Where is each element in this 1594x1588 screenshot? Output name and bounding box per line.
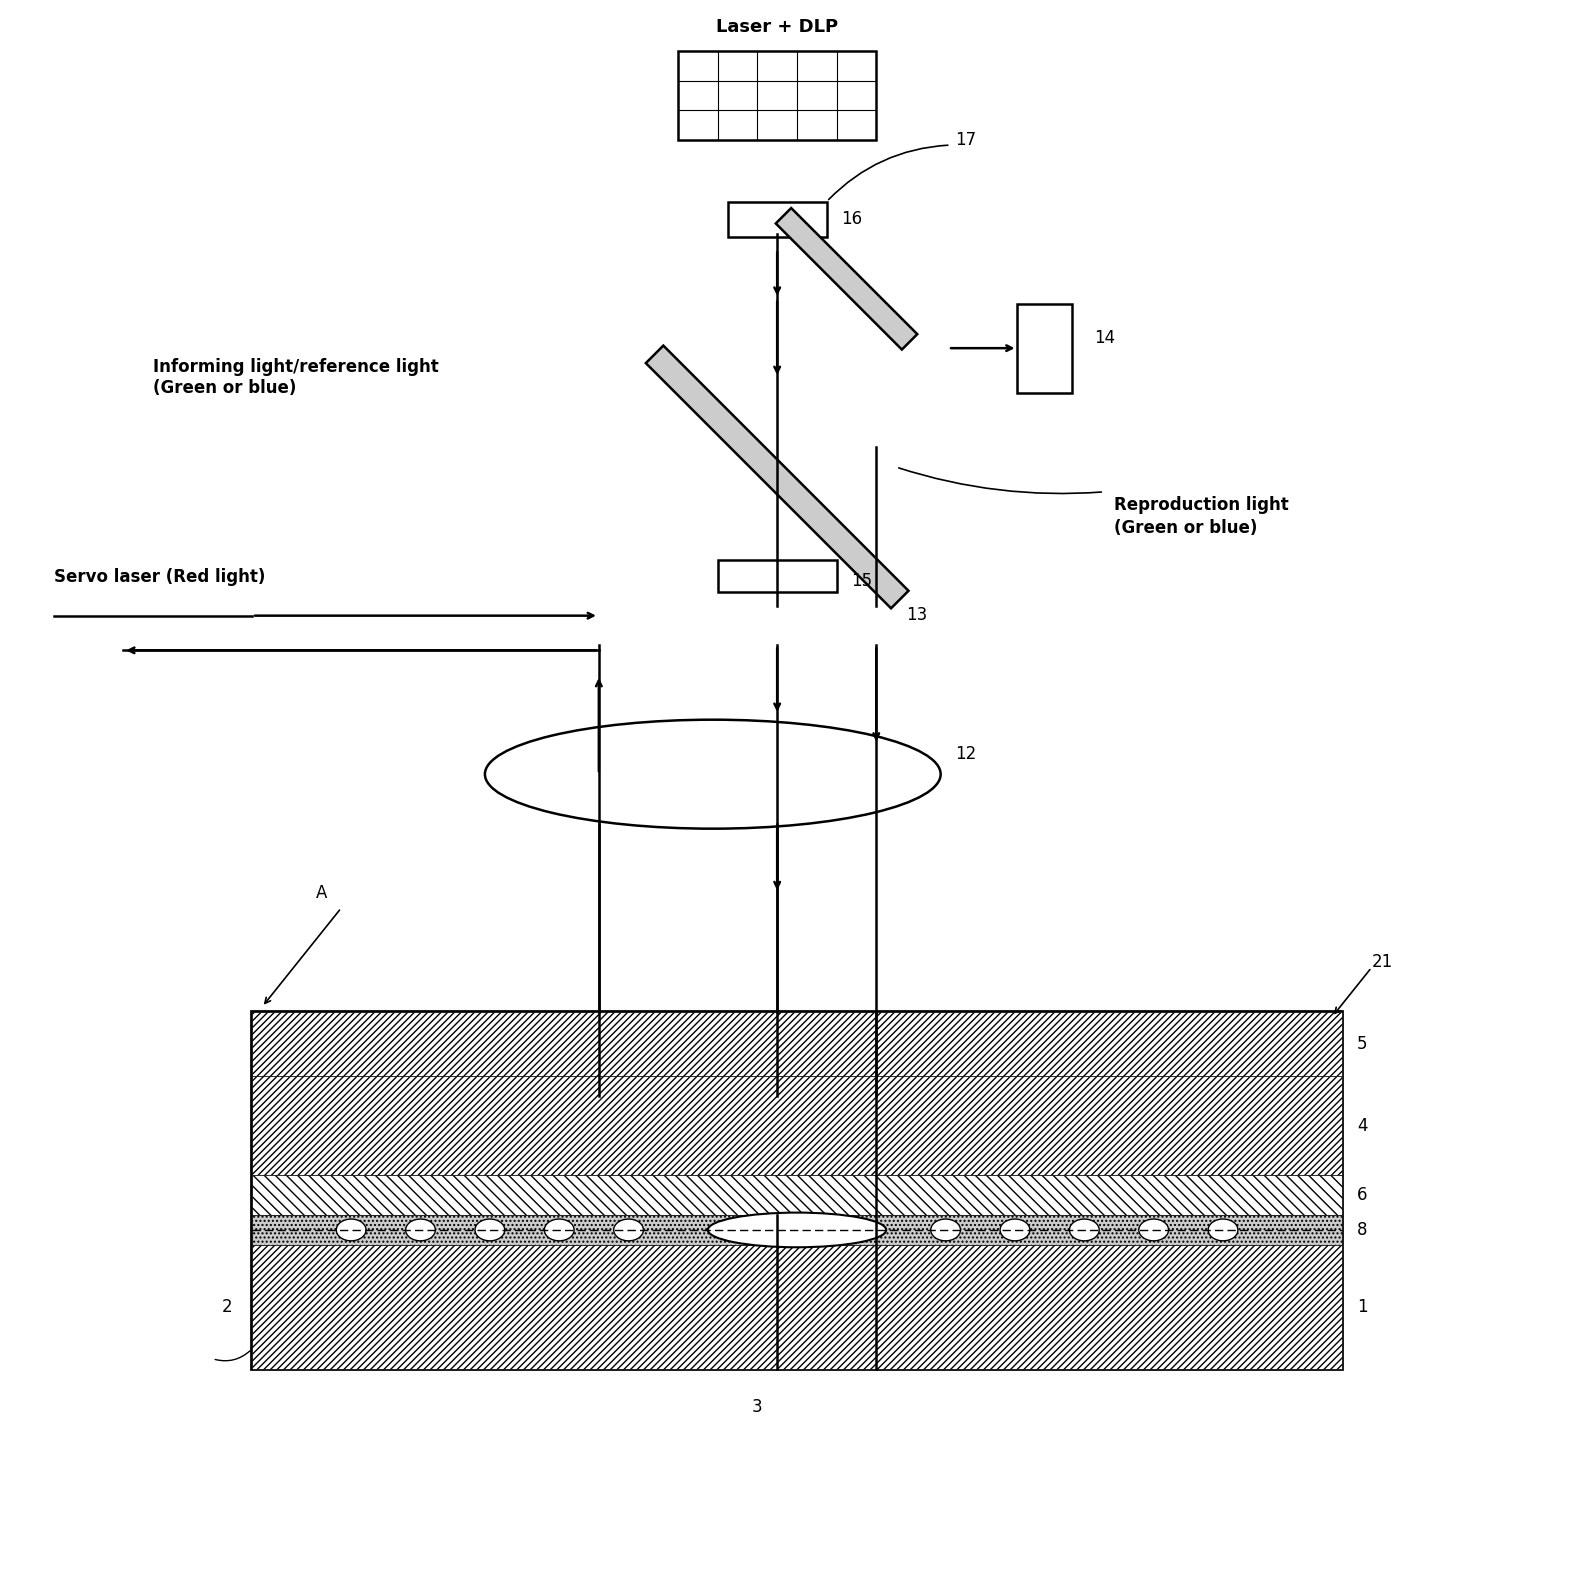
Ellipse shape xyxy=(999,1220,1030,1240)
Ellipse shape xyxy=(485,719,940,829)
Ellipse shape xyxy=(708,1213,886,1247)
Ellipse shape xyxy=(545,1220,574,1240)
Text: 5: 5 xyxy=(1356,1035,1368,1053)
Bar xyxy=(252,1245,1342,1369)
Text: 16: 16 xyxy=(842,210,862,229)
Bar xyxy=(252,1175,1342,1215)
Text: 6: 6 xyxy=(1356,1186,1368,1204)
Bar xyxy=(1017,303,1071,392)
Text: 13: 13 xyxy=(905,605,928,624)
Ellipse shape xyxy=(1070,1220,1100,1240)
Bar xyxy=(727,202,827,237)
Text: 4: 4 xyxy=(1356,1116,1368,1135)
Bar xyxy=(717,561,837,592)
Ellipse shape xyxy=(405,1220,435,1240)
Text: Servo laser (Red light): Servo laser (Red light) xyxy=(54,569,265,586)
Text: 17: 17 xyxy=(955,132,977,149)
Text: Laser + DLP: Laser + DLP xyxy=(716,17,838,37)
Text: Informing light/reference light
(Green or blue): Informing light/reference light (Green o… xyxy=(153,359,438,397)
Text: 21: 21 xyxy=(1372,953,1393,972)
Ellipse shape xyxy=(1138,1220,1168,1240)
Ellipse shape xyxy=(475,1220,505,1240)
Text: 2: 2 xyxy=(222,1297,233,1316)
Text: 1: 1 xyxy=(1356,1297,1368,1316)
Ellipse shape xyxy=(1208,1220,1239,1240)
Text: 15: 15 xyxy=(851,572,872,591)
Text: A: A xyxy=(316,885,327,902)
Bar xyxy=(252,1215,1342,1245)
Polygon shape xyxy=(646,346,909,608)
Bar xyxy=(252,1012,1342,1369)
Bar xyxy=(252,1077,1342,1175)
Bar xyxy=(252,1012,1342,1077)
Bar xyxy=(677,51,877,140)
Ellipse shape xyxy=(336,1220,367,1240)
Polygon shape xyxy=(776,208,917,349)
Ellipse shape xyxy=(931,1220,961,1240)
Text: 8: 8 xyxy=(1356,1221,1368,1239)
Ellipse shape xyxy=(614,1220,644,1240)
Text: 14: 14 xyxy=(1093,329,1116,348)
Text: Reproduction light
(Green or blue): Reproduction light (Green or blue) xyxy=(1114,495,1290,537)
Text: 12: 12 xyxy=(955,745,977,764)
Text: 3: 3 xyxy=(752,1399,762,1416)
